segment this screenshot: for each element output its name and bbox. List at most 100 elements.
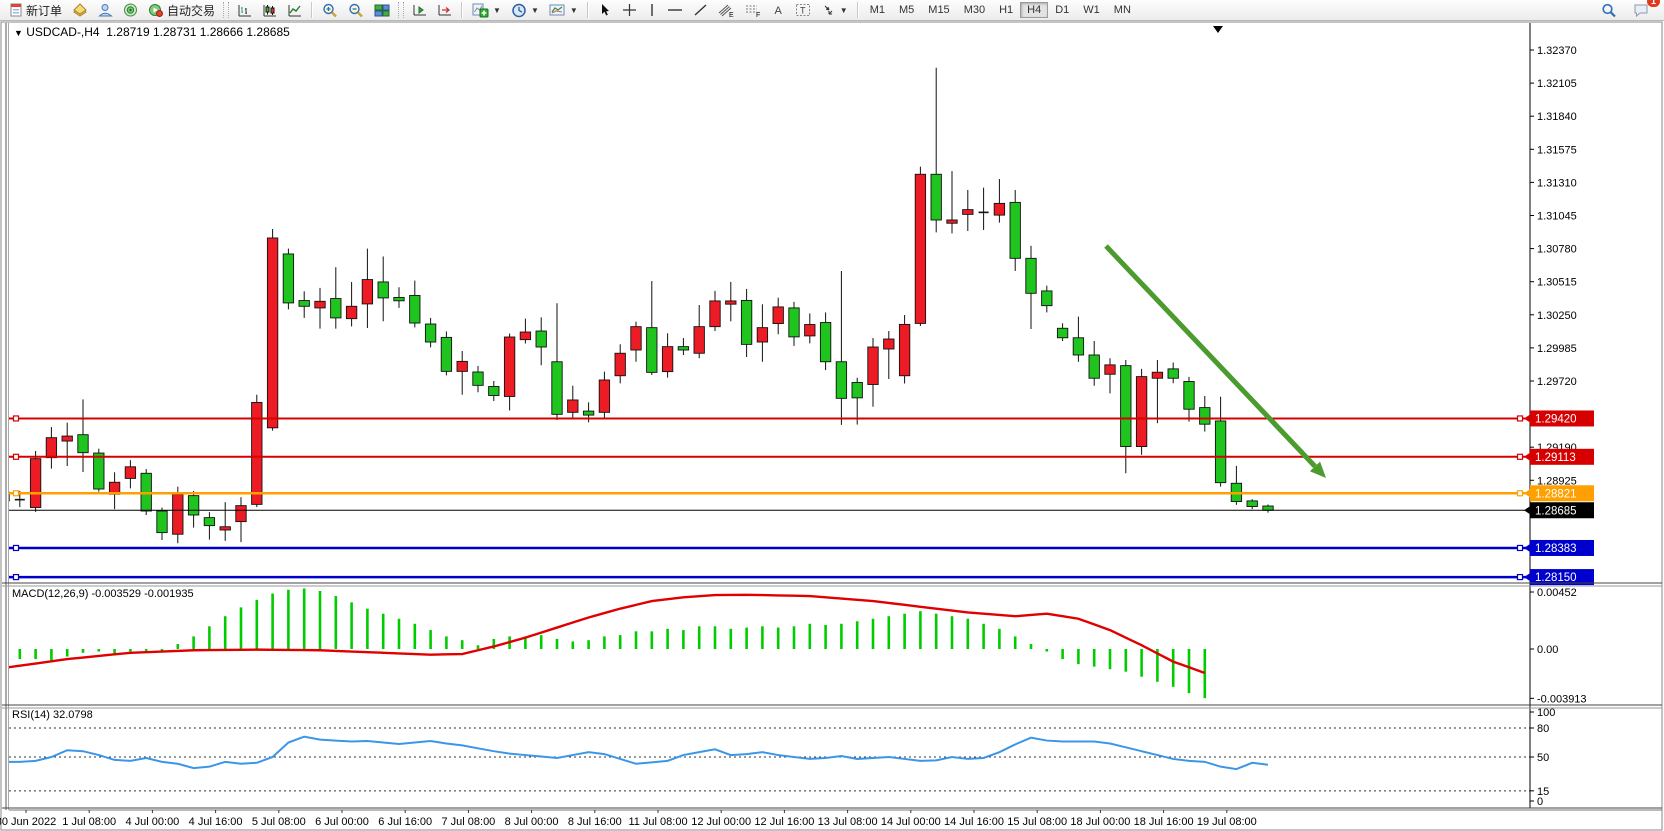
cursor-tool-button[interactable] — [593, 0, 617, 21]
period-button-m30[interactable]: M30 — [963, 4, 986, 16]
price-axis[interactable]: 1.32370 1.32105 1.31840 1.31575 1.31310 1.310… — [1524, 23, 1594, 808]
separator — [311, 2, 314, 18]
arrows-tool-button[interactable]: ▼ — [816, 0, 853, 21]
chat-bubble-icon — [1634, 4, 1648, 17]
period-button-h4[interactable]: H4 — [1020, 2, 1049, 18]
time-axis-label: 4 Jul 16:00 — [189, 816, 243, 828]
signal-icon — [124, 3, 138, 17]
price-tick: 1.32105 — [1537, 78, 1577, 90]
indicators-icon — [472, 3, 489, 17]
trendline-tool-button[interactable] — [688, 0, 713, 21]
channel-tool-button[interactable]: E — [713, 0, 740, 21]
price-tick: 1.30515 — [1537, 277, 1577, 289]
tile-windows-icon — [374, 4, 390, 17]
chart-gallery-icon — [73, 3, 87, 17]
vline-tool-button[interactable] — [642, 0, 662, 21]
toolbar-grip — [398, 2, 405, 18]
dropdown-caret: ▼ — [569, 5, 578, 15]
time-axis-label: 6 Jul 16:00 — [378, 816, 432, 828]
zoom-out-button[interactable] — [343, 0, 369, 21]
horizontal-lines[interactable] — [9, 415, 1530, 581]
period-button-m1[interactable]: M1 — [869, 4, 885, 16]
dropdown-caret: ▼ — [493, 5, 501, 15]
hline-handle — [12, 544, 20, 552]
svg-text:1.28150: 1.28150 — [1535, 572, 1577, 584]
fibonacci-tool-button[interactable]: F — [740, 0, 767, 21]
period-button-h1[interactable]: H1 — [999, 4, 1014, 16]
candle-chart-button[interactable] — [257, 0, 282, 21]
periods-button[interactable]: ▼ — [506, 0, 544, 21]
rsi-axis-label: 0 — [1537, 796, 1543, 808]
trend-arrow[interactable] — [1104, 244, 1317, 469]
price-tick: 1.29985 — [1537, 343, 1577, 355]
chart-shift-button[interactable] — [432, 0, 457, 21]
hline-handle — [1516, 415, 1524, 422]
market-watch-button[interactable] — [118, 0, 143, 21]
text-icon: A — [774, 5, 782, 17]
candlestick-chart-icon — [263, 5, 277, 17]
bar-chart-button[interactable] — [232, 0, 257, 21]
separator — [856, 2, 859, 18]
hline-handle — [12, 415, 20, 422]
profile-button[interactable] — [93, 0, 118, 21]
time-axis-label: 18 Jul 00:00 — [1070, 816, 1130, 828]
new-order-label: 新订单 — [26, 3, 63, 18]
period-button-w1[interactable]: W1 — [1083, 4, 1100, 16]
fibonacci-icon: F — [745, 5, 760, 18]
tile-windows-button[interactable] — [369, 0, 395, 21]
hline-handle — [1516, 490, 1524, 497]
price-tick: 1.31575 — [1537, 144, 1577, 156]
time-marker[interactable] — [1213, 26, 1223, 33]
clock-icon — [512, 3, 526, 17]
templates-button[interactable]: ▼ — [544, 0, 583, 21]
time-axis-label: 18 Jul 16:00 — [1134, 816, 1194, 828]
arrows-icon — [824, 5, 833, 15]
hline-handle — [1516, 573, 1524, 581]
equidistant-channel-icon: E — [718, 4, 734, 18]
svg-text:1.28821: 1.28821 — [1535, 488, 1577, 500]
price-tick: 1.31045 — [1537, 210, 1577, 222]
text-label-icon: T — [795, 4, 810, 16]
auto-trading-button[interactable]: 自动交易 — [143, 0, 220, 21]
svg-text:E: E — [729, 12, 734, 18]
crosshair-tool-button[interactable] — [617, 0, 642, 21]
time-axis-label: 15 Jul 08:00 — [1007, 816, 1067, 828]
price-tick: 1.30780 — [1537, 244, 1577, 256]
period-button-m5[interactable]: M5 — [899, 4, 915, 16]
price-tick: 1.31840 — [1537, 111, 1577, 123]
separator — [586, 2, 589, 18]
macd-axis-label: 0.00452 — [1537, 587, 1577, 599]
text-tool-button[interactable]: A — [767, 0, 790, 21]
period-button-d1[interactable]: D1 — [1055, 4, 1070, 16]
zoom-in-button[interactable] — [317, 0, 343, 21]
charts-button[interactable] — [67, 0, 93, 21]
label-tool-button[interactable]: T — [790, 0, 816, 21]
price-label: 1.28383 — [1524, 539, 1594, 556]
time-axis-label: 4 Jul 00:00 — [125, 816, 179, 828]
cursor-icon — [601, 4, 609, 16]
price-tick: 1.32370 — [1537, 45, 1577, 57]
chart-canvas[interactable]: 1.32370 1.32105 1.31840 1.31575 1.31310 1.310… — [0, 21, 1664, 831]
notifications-button[interactable]: 1 — [1628, 0, 1660, 21]
price-label: 1.28150 — [1524, 569, 1594, 586]
line-chart-button[interactable] — [282, 0, 307, 21]
chart-window-border — [0, 21, 1663, 831]
hline-handle — [12, 453, 20, 460]
svg-text:1.28685: 1.28685 — [1535, 505, 1577, 517]
time-axis-label: 5 Jul 08:00 — [252, 816, 306, 828]
rsi-axis-label: 100 — [1537, 707, 1555, 719]
new-order-button[interactable]: 新订单 — [4, 0, 67, 21]
time-axis-label: 6 Jul 00:00 — [315, 816, 369, 828]
auto-scroll-button[interactable] — [407, 0, 432, 21]
time-axis-label: 30 Jun 2022 — [0, 816, 56, 828]
period-button-mn[interactable]: MN — [1113, 4, 1131, 16]
auto-scroll-icon — [413, 5, 427, 16]
hline-tool-button[interactable] — [662, 0, 688, 21]
svg-text:A: A — [774, 5, 782, 17]
bar-chart-icon — [238, 5, 252, 17]
search-button[interactable] — [1596, 0, 1622, 21]
rsi-line — [9, 735, 1269, 771]
period-button-m15[interactable]: M15 — [928, 4, 950, 16]
indicators-button[interactable]: ▼ — [467, 0, 506, 21]
